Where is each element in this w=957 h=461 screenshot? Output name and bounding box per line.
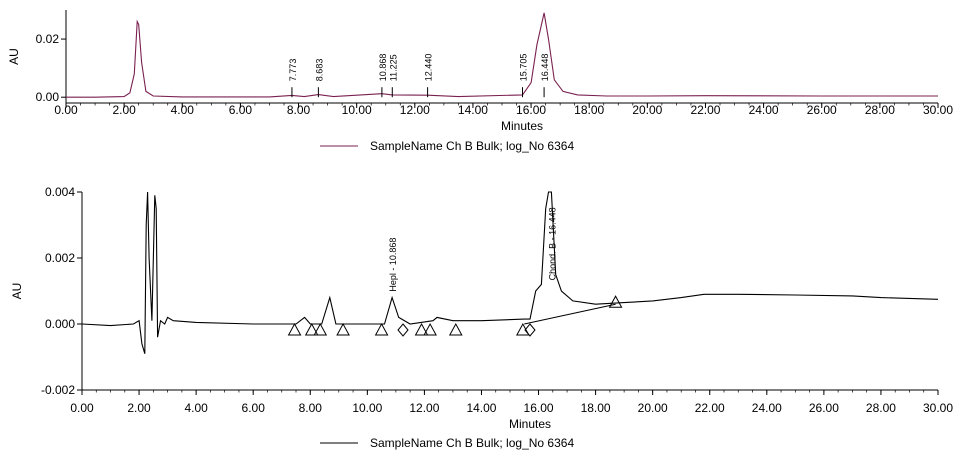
panel1-x-tick-label: 16.00 [516, 103, 546, 117]
panel1-x-tick-label: 22.00 [690, 103, 720, 117]
panel2-y-tick-label: 0.002 [45, 251, 75, 265]
panel1-x-tick-label: 6.00 [229, 103, 253, 117]
panel1-x-tick-label: 14.00 [458, 103, 488, 117]
panel1-legend-label: SampleName Ch B Bulk; log_No 6364 [370, 139, 574, 153]
panel2-integration-marker-triangle [313, 322, 328, 336]
panel2-integration-marker-diamond [524, 323, 536, 337]
panel1-y-tick-label: 0.00 [36, 90, 60, 104]
panel1-x-tick-label: 18.00 [574, 103, 604, 117]
panel2-integration-marker-triangle [304, 322, 319, 336]
panel2-integration-marker-triangle [287, 322, 302, 336]
panel2-x-tick-label: 24.00 [752, 401, 782, 415]
panel2-y-tick-label: 0.000 [45, 317, 75, 331]
panel1-x-tick-label: 8.00 [287, 103, 311, 117]
panel2-legend-label: SampleName Ch B Bulk; log_No 6364 [370, 436, 574, 450]
panel2-x-tick-label: 2.00 [127, 401, 151, 415]
panel2-x-tick-label: 20.00 [638, 401, 668, 415]
panel1-peak-label: 12.440 [424, 54, 434, 82]
panel1-x-tick-label: 26.00 [807, 103, 837, 117]
panel2-y-axis-title: AU [10, 283, 24, 300]
panel2-x-tick-label: 8.00 [299, 401, 323, 415]
panel2-peak-label: Chond. B - 16.448 [547, 207, 557, 280]
panel2-integration-marker-triangle [608, 295, 623, 308]
panel1-series-line-1 [66, 12, 938, 98]
panel1-x-tick-label: 30.00 [923, 103, 953, 117]
panel1-peak-label: 10.868 [378, 54, 388, 82]
panel1-x-tick-label: 10.00 [342, 103, 372, 117]
panel2-x-tick-label: 6.00 [242, 401, 266, 415]
panel2-integration-marker-diamond [397, 323, 409, 337]
panel2-x-tick-label: 4.00 [184, 401, 208, 415]
panel2-x-tick-label: 22.00 [695, 401, 725, 415]
panel1-x-tick-label: 28.00 [865, 103, 895, 117]
panel1-peak-label: 7.773 [288, 59, 298, 82]
panel2-integration-marker-triangle [515, 322, 530, 336]
panel1-y-tick-label: 0.02 [36, 32, 60, 46]
panel2-baseline-segment [524, 303, 616, 325]
panel2-integration-marker-triangle [336, 322, 350, 336]
panel1-peak-label: 16.448 [540, 54, 550, 82]
panel2-x-tick-label: 0.00 [70, 401, 94, 415]
panel2-x-tick-label: 28.00 [866, 401, 896, 415]
panel1-x-tick-label: 4.00 [171, 103, 195, 117]
panel1-peak-label: 11.225 [388, 54, 398, 81]
panel2-x-tick-label: 26.00 [809, 401, 839, 415]
panel2-x-tick-label: 10.00 [352, 401, 382, 415]
panel2-integration-marker-triangle [448, 322, 463, 336]
panel1-peak-label: 15.705 [518, 54, 528, 82]
panel1-x-tick-label: 24.00 [749, 103, 779, 117]
panel2-y-tick-label: 0.004 [45, 185, 75, 199]
panel2-integration-marker-triangle [374, 322, 389, 336]
panel2-x-tick-label: 16.00 [524, 401, 554, 415]
panel2-x-tick-label: 30.00 [923, 401, 953, 415]
panel1-y-axis-title: AU [7, 48, 21, 65]
panel2-integration-marker-triangle [423, 322, 437, 336]
panel2-x-tick-label: 18.00 [581, 401, 611, 415]
panel1-x-tick-label: 12.00 [400, 103, 430, 117]
panel1-x-tick-label: 2.00 [112, 103, 136, 117]
panel2-x-tick-label: 14.00 [466, 401, 496, 415]
panel2-y-tick-label: -0.002 [41, 383, 75, 397]
panel1-x-axis-title: Minutes [501, 119, 543, 133]
panel2-series-line-1 [81, 191, 939, 354]
panel2-x-axis-title: Minutes [509, 417, 551, 431]
panel1-peak-label: 8.683 [314, 59, 324, 82]
panel2-integration-marker-triangle [414, 322, 429, 336]
panel1-x-tick-label: 20.00 [632, 103, 662, 117]
panel1-x-tick-label: 0.00 [54, 103, 78, 117]
panel2-peak-label: Hepl - 10.868 [388, 238, 398, 292]
panel2-x-tick-label: 12.00 [409, 401, 439, 415]
